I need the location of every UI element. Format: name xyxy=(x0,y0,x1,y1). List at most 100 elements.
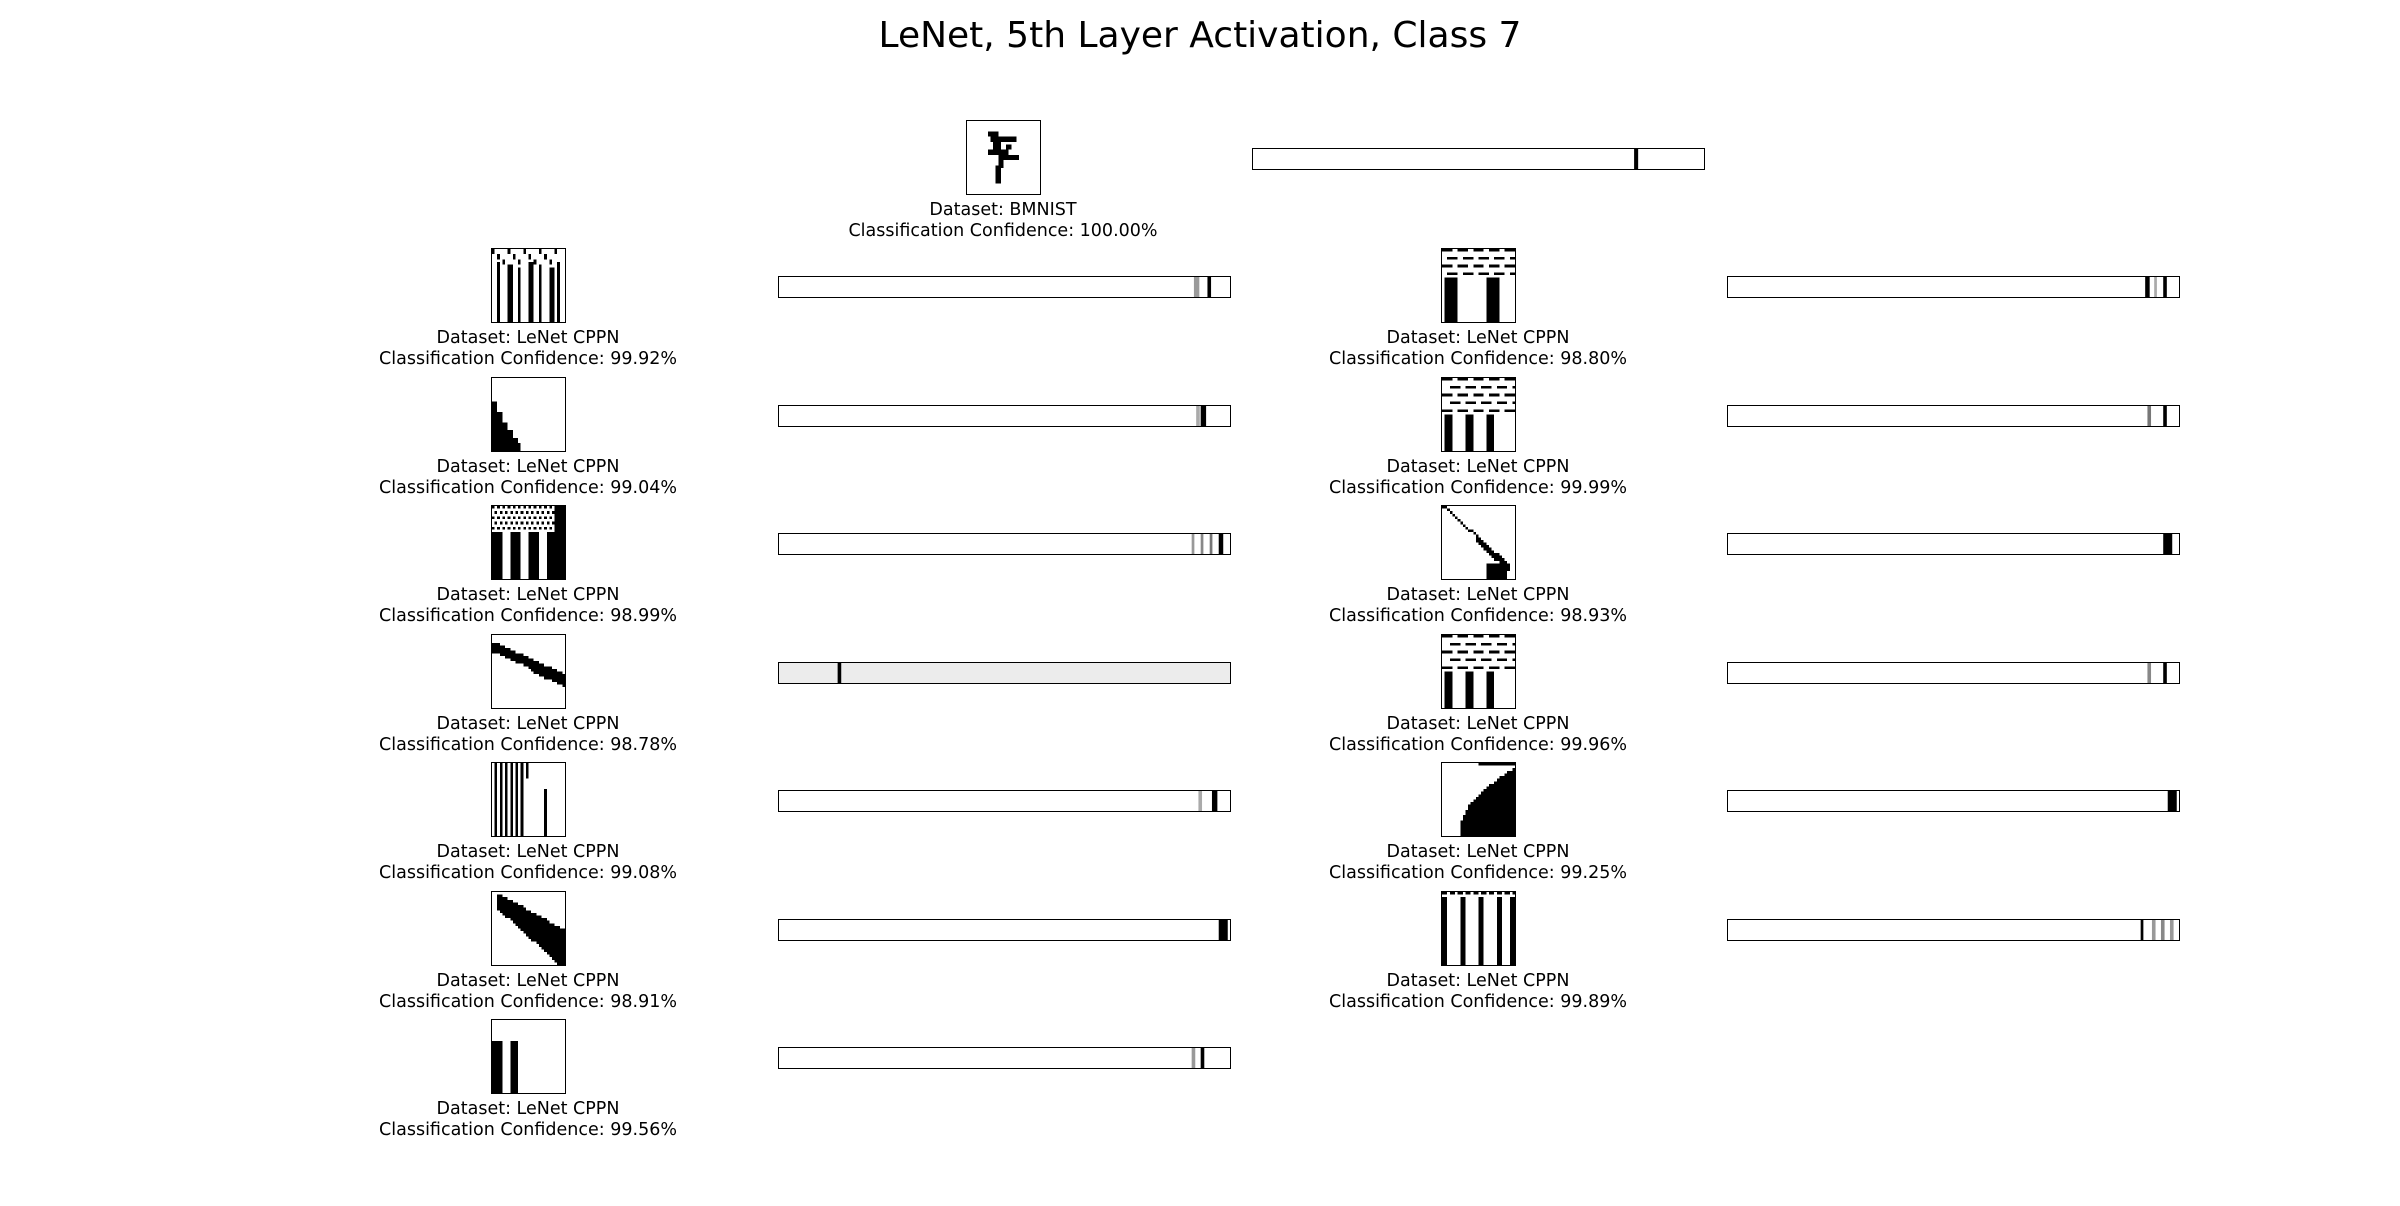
pixel-block xyxy=(554,925,557,962)
sample-image xyxy=(1440,248,1516,323)
pixel-block xyxy=(543,789,547,836)
pixel-block xyxy=(1441,377,1452,381)
pixel-block xyxy=(1472,891,1478,895)
dataset-label: Dataset: LeNet CPPN xyxy=(436,456,620,477)
pixel-block xyxy=(525,521,528,525)
pixel-block xyxy=(1472,634,1484,638)
confidence-label: Classification Confidence: 99.99% xyxy=(1329,477,1627,498)
pixel-block xyxy=(1472,650,1484,653)
pixel-block xyxy=(1475,796,1478,836)
pixel-block xyxy=(538,663,542,677)
pixel-block xyxy=(535,660,539,674)
pixel-block xyxy=(1444,506,1447,509)
pixel-block xyxy=(520,652,523,664)
pixel-block xyxy=(533,259,536,265)
pixel-block xyxy=(1485,545,1489,548)
pixel-block xyxy=(1501,558,1505,561)
confidence-label: Classification Confidence: 99.08% xyxy=(379,863,677,883)
pixel-block xyxy=(538,526,542,530)
pixel-block xyxy=(512,901,515,923)
activation-mark xyxy=(2140,919,2144,940)
pixel-block xyxy=(525,909,528,936)
dataset-label: Dataset: LeNet CPPN xyxy=(436,328,620,348)
pixel-block xyxy=(1483,542,1486,546)
pixel-block xyxy=(1457,665,1468,669)
activation-strip xyxy=(778,404,1231,427)
pixel-block xyxy=(1454,516,1458,520)
pixel-block xyxy=(1498,555,1502,559)
pixel-block xyxy=(491,526,495,530)
pixel-block xyxy=(556,262,560,322)
pixel-block xyxy=(538,264,542,322)
confidence-label: Classification Confidence: 98.80% xyxy=(1329,349,1627,369)
pixel-block xyxy=(541,521,544,525)
pixel-block xyxy=(512,650,515,661)
pixel-block xyxy=(496,506,500,509)
pixel-block xyxy=(1509,896,1515,965)
pixel-block xyxy=(1457,249,1468,252)
pixel-block xyxy=(1488,665,1499,669)
sample-image xyxy=(965,120,1041,195)
pixel-block xyxy=(561,673,565,687)
pixel-block xyxy=(1464,526,1468,530)
confidence-label: Classification Confidence: 99.89% xyxy=(1329,991,1627,1012)
pixel-block xyxy=(1511,891,1515,895)
sample-caption: Dataset: LeNet CPPN Classification Confid… xyxy=(1228,842,1728,884)
pixel-block xyxy=(546,665,549,679)
pixel-block xyxy=(507,249,510,255)
pixel-block xyxy=(1498,776,1502,836)
pixel-block xyxy=(1485,671,1494,708)
pixel-block xyxy=(509,511,513,514)
activation-mark xyxy=(2163,277,2167,297)
dataset-label: Dataset: LeNet CPPN xyxy=(436,713,620,734)
pixel-block xyxy=(1464,642,1476,645)
pixel-block xyxy=(554,249,557,255)
activation-strip xyxy=(778,1047,1231,1069)
activation-mark xyxy=(2167,791,2177,811)
pixel-block xyxy=(528,516,531,520)
pixel-block xyxy=(1478,896,1484,965)
sample-caption: Dataset: LeNet CPPN Classification Confid… xyxy=(278,1099,778,1141)
pixel-block xyxy=(517,516,521,520)
pixel-block xyxy=(522,907,526,934)
pixel-block xyxy=(1462,524,1465,527)
activation-mark xyxy=(2145,277,2150,297)
pixel-block xyxy=(546,521,549,525)
pixel-block xyxy=(1485,414,1494,451)
pixel-block xyxy=(559,671,562,685)
activation-strip xyxy=(1727,276,2180,298)
sample-image xyxy=(1440,505,1516,580)
pixel-block xyxy=(1511,642,1515,645)
sample-caption: Dataset: LeNet CPPN Classification Confid… xyxy=(278,714,778,756)
pixel-block xyxy=(1472,799,1476,836)
activation-mark xyxy=(2147,662,2152,683)
pixel-block xyxy=(496,516,500,520)
pixel-block xyxy=(496,411,502,451)
pixel-block xyxy=(559,928,562,965)
sample-caption: Dataset: LeNet CPPN Classification Confid… xyxy=(1228,714,1728,756)
pixel-block xyxy=(538,249,542,255)
pixel-block xyxy=(1449,511,1452,514)
pixel-block xyxy=(546,532,557,579)
pixel-block xyxy=(548,267,555,322)
pixel-block xyxy=(1488,650,1499,653)
pixel-block xyxy=(543,665,547,679)
pixel-block xyxy=(561,928,565,965)
pixel-block xyxy=(987,131,998,137)
pixel-block xyxy=(1441,408,1452,412)
pixel-block xyxy=(1457,634,1468,638)
dataset-label: Dataset: BMNIST xyxy=(929,200,1077,220)
pixel-block xyxy=(509,532,521,579)
pixel-block xyxy=(1472,249,1484,252)
pixel-block xyxy=(1464,657,1476,661)
pixel-block xyxy=(1478,256,1489,260)
pixel-block xyxy=(992,141,1001,153)
pixel-block xyxy=(1475,534,1478,538)
pixel-block xyxy=(525,511,528,514)
pixel-block xyxy=(1441,249,1452,252)
pixel-block xyxy=(1493,552,1497,556)
pixel-block xyxy=(1444,414,1452,451)
pixel-block xyxy=(551,668,555,682)
pixel-block xyxy=(548,922,552,957)
pixel-block xyxy=(1488,249,1499,252)
